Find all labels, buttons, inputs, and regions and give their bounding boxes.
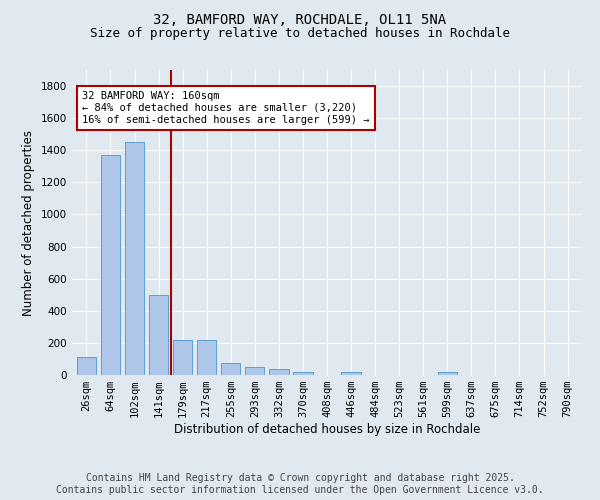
Bar (125, 142, 144, 375)
Bar (221, 363, 241, 375)
Bar (197, 340, 217, 375)
Text: 32, BAMFORD WAY, ROCHDALE, OL11 5NA: 32, BAMFORD WAY, ROCHDALE, OL11 5NA (154, 12, 446, 26)
Text: Size of property relative to detached houses in Rochdale: Size of property relative to detached ho… (90, 28, 510, 40)
Bar (245, 367, 265, 375)
Bar (341, 372, 361, 375)
Bar (269, 370, 289, 375)
Text: Contains HM Land Registry data © Crown copyright and database right 2025.
Contai: Contains HM Land Registry data © Crown c… (56, 474, 544, 495)
Text: 32 BAMFORD WAY: 160sqm
← 84% of detached houses are smaller (3,220)
16% of semi-: 32 BAMFORD WAY: 160sqm ← 84% of detached… (82, 92, 370, 124)
Bar (293, 372, 313, 375)
Bar (437, 372, 457, 375)
Bar (101, 155, 120, 375)
Bar (77, 358, 96, 375)
Bar (149, 294, 168, 375)
Y-axis label: Number of detached properties: Number of detached properties (22, 130, 35, 316)
X-axis label: Distribution of detached houses by size in Rochdale: Distribution of detached houses by size … (174, 423, 480, 436)
Bar (173, 340, 192, 375)
